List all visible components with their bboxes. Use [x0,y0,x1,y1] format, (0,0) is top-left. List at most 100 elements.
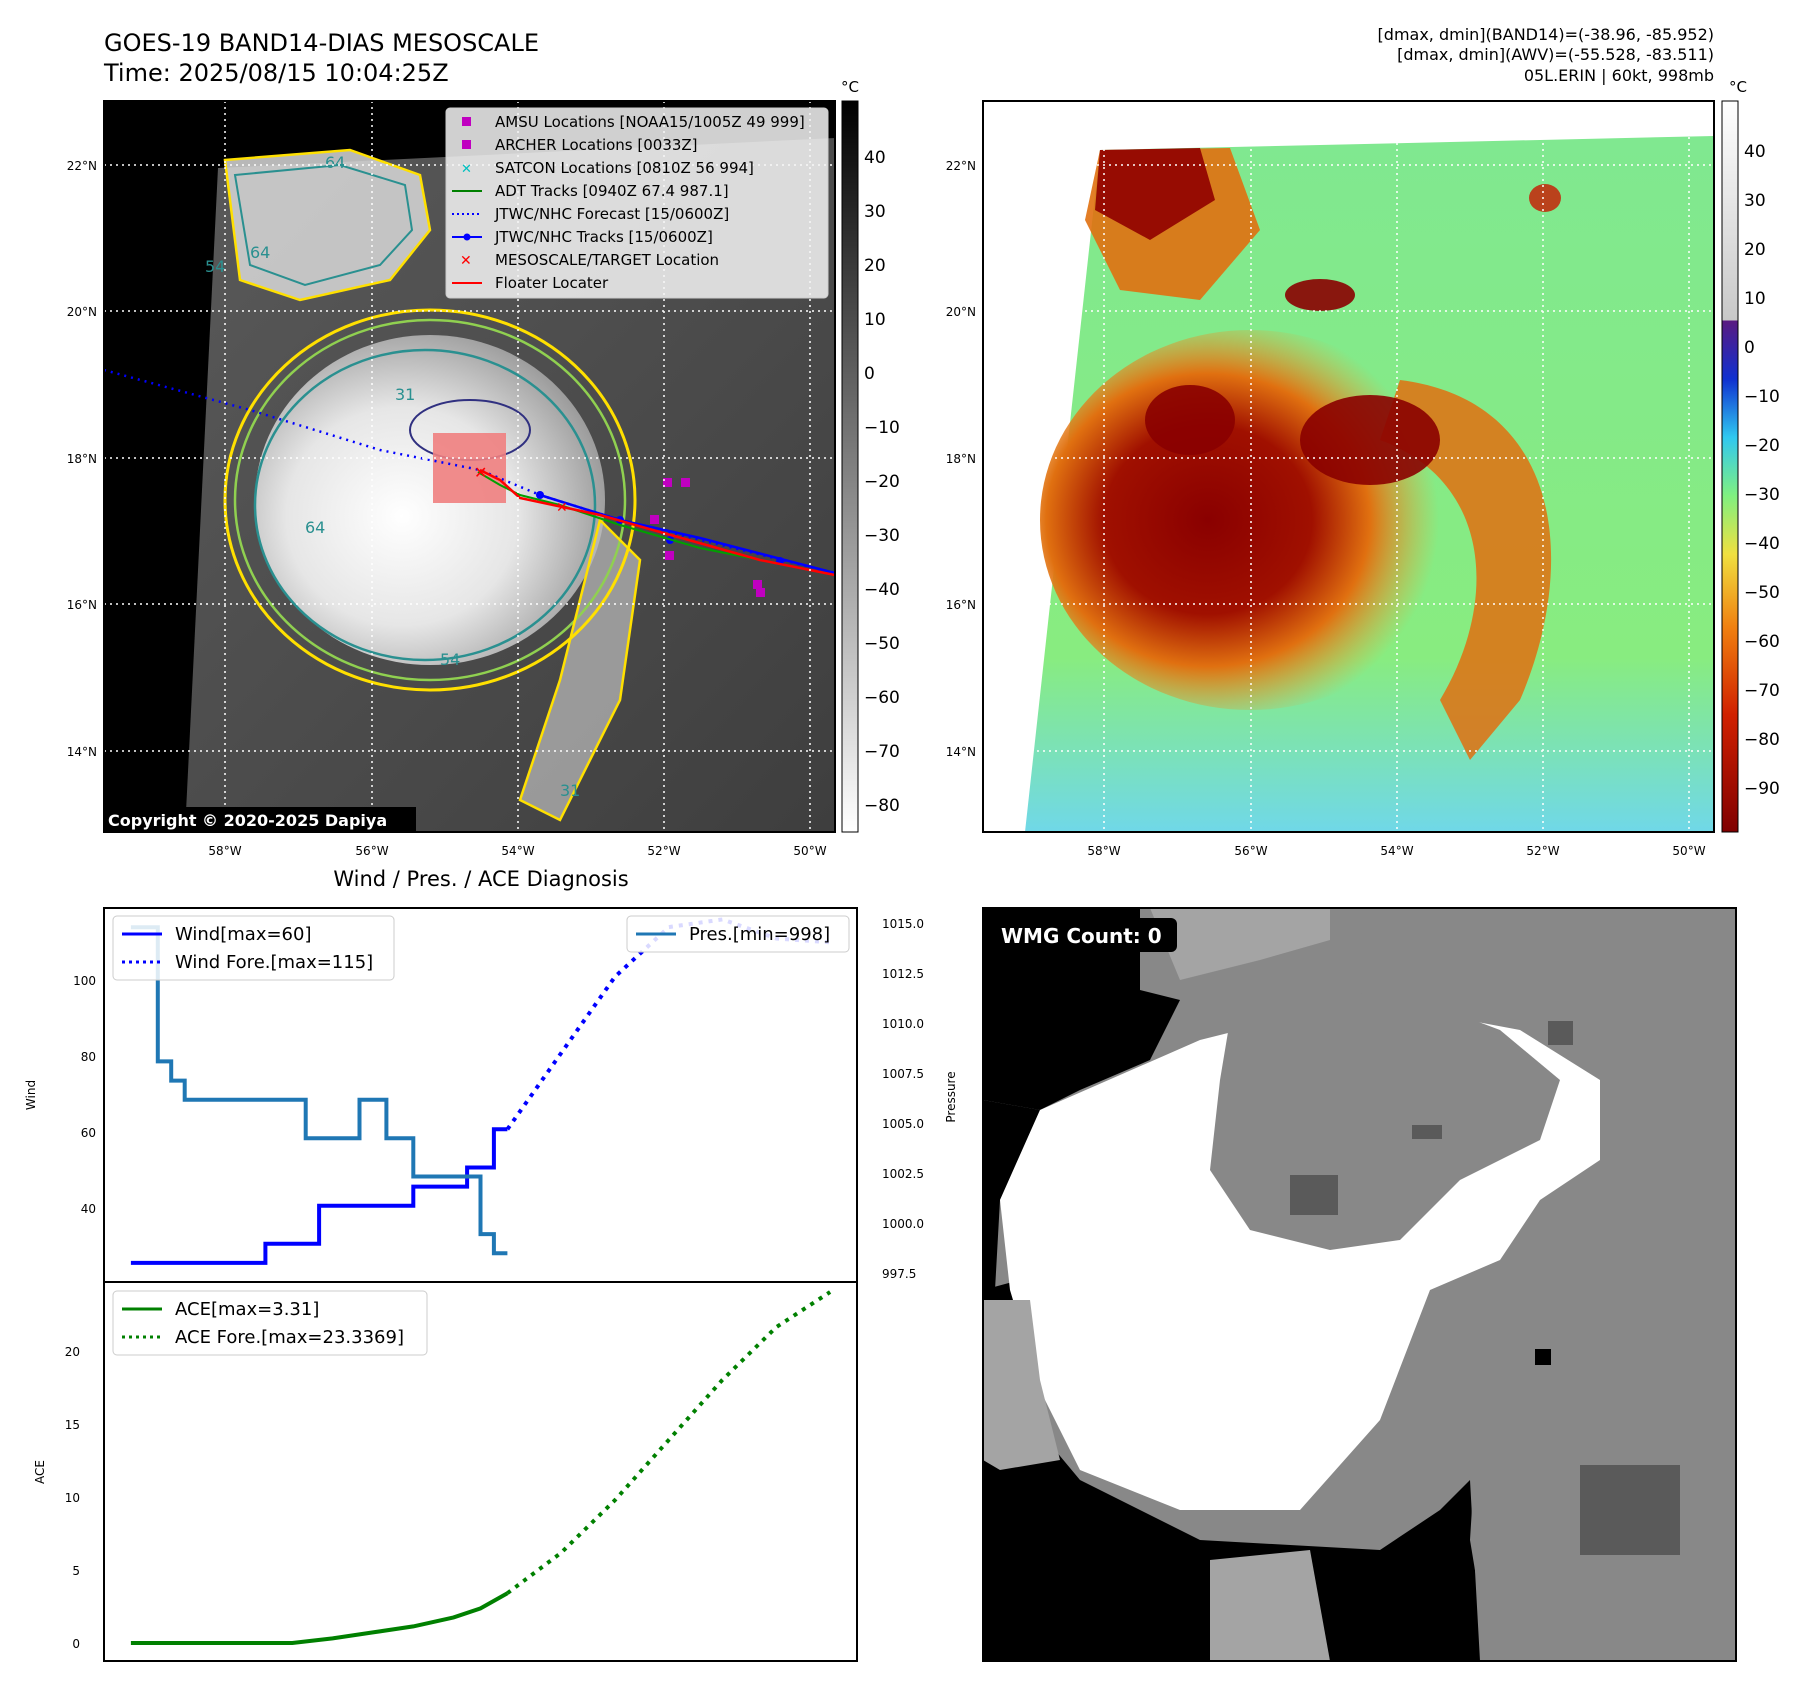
colorbar-tick: −70 [864,742,900,762]
wmg-panel: WMG Count: 0 [982,907,1737,1662]
colorbar-tick: 0 [864,364,875,384]
legend-marker-archer [462,140,471,149]
colorbar-tick: −70 [1744,681,1780,701]
copyright-box [104,807,416,832]
awv-map-frame [982,100,1715,833]
wind-pressure-plot: 100 80 60 40 Wind 1015.0 1012.5 1010.0 1… [24,907,958,1283]
wind-tick: 100 [73,974,96,988]
wind-tick: 40 [81,1202,96,1216]
lat-label: 22°N [67,159,97,173]
ir-contour-south-yellow [518,517,642,822]
wind-axis-ticks: 100 80 60 40 [73,974,96,1216]
colorbar-tick: 10 [864,310,886,330]
ace-legend-box [112,1290,428,1356]
wmg-lightgray-region [983,1300,1060,1470]
series-line-ace [130,1591,509,1645]
legend-marker-amsu [462,117,471,126]
jtwc-track [539,493,835,575]
wmg-darkgray-cell [1290,1175,1338,1215]
awv-convective-burst [1285,279,1355,311]
wmg-lightgray-region [1210,1550,1330,1661]
legend-jtwc-forecast: JTWC/NHC Forecast [15/0600Z] [494,205,729,223]
contour-label: 54 [205,257,225,276]
ir-legend-box [445,107,829,299]
colorbar-tick: −20 [864,472,900,492]
ir-lon-labels: 58°W 56°W 54°W 52°W 50°W [208,844,826,858]
legend-marker-jtwc-dot [463,233,471,241]
ace-tick: 5 [72,1564,80,1578]
wmg-darkgray-cell [1412,1125,1442,1139]
ir-colorbar [841,100,859,833]
awv-lon-labels: 58°W 56°W 54°W 52°W 50°W [1087,844,1705,858]
awv-lat-labels: 22°N 20°N 18°N 16°N 14°N [946,159,976,759]
colorbar-tick: −80 [864,796,900,816]
ace-axis-ticks: 20 15 10 5 0 [65,1345,80,1651]
lat-label: 18°N [67,452,97,466]
ir-contour-north-teal [233,163,414,287]
colorbar-tick: −10 [1744,387,1780,407]
ir-imagery: 64 64 54 31 64 54 31 ✕ ✕ [104,101,835,832]
lon-label: 50°W [793,844,826,858]
colorbar-tick: −60 [864,688,900,708]
lat-label: 16°N [67,598,97,612]
awv-north-cold-top [1095,148,1215,240]
wind-tick: 80 [81,1050,96,1064]
legend-floater: Floater Locater [495,274,609,292]
legend-amsu: AMSU Locations [NOAA15/1005Z 49 999] [495,113,805,131]
awv-colorbar-unit: °C [1729,78,1747,96]
legend-marker-satcon: ✕ [461,162,472,177]
legend-satcon: SATCON Locations [0810Z 56 994] [495,159,754,177]
ace-tick: 15 [65,1418,80,1432]
ir-contour-green [233,318,627,682]
wind-tick: 60 [81,1126,96,1140]
colorbar-tick: −40 [864,580,900,600]
awv-colorbar [1721,100,1739,833]
jtwc-track-point [536,491,544,499]
contour-label: 31 [395,385,415,404]
colorbar-tick: −20 [1744,436,1780,456]
ir-cloud-band-north [225,150,430,300]
wmg-black-cell [1535,1349,1551,1365]
ir-contour-north-yellow [223,148,432,302]
contour-label: 64 [325,153,345,172]
amsu-marker [681,478,690,487]
ir-lat-labels: 22°N 20°N 18°N 16°N 14°N [67,159,97,759]
wmg-black-region [983,1280,1480,1661]
colorbar-tick: −30 [1744,485,1780,505]
awv-convective-burst [1145,385,1235,455]
ace-tick: 10 [65,1491,80,1505]
amsu-marker [663,478,672,487]
awv-rainband [1380,380,1552,760]
ir-map-frame [103,100,836,833]
lon-label: 58°W [208,844,241,858]
archer-marker [665,551,674,560]
wmg-lightgray-region [1150,908,1330,980]
lat-label: 14°N [946,745,976,759]
awv-map-panel: 22°N 20°N 18°N 16°N 14°N 58°W 56°W 54°W … [946,78,1780,858]
ace-series-layer [130,1290,832,1645]
pressure-tick: 1005.0 [882,1117,924,1131]
legend-ace-fore: ACE Fore.[max=23.3369] [175,1327,404,1348]
series-line-pres [130,925,508,1256]
archer-marker [753,580,762,589]
lon-label: 58°W [1087,844,1120,858]
ir-rainband-south [520,520,640,820]
lat-label: 22°N [946,159,976,173]
ir-colorbar-unit: °C [841,78,859,96]
colorbar-tick: −80 [1744,730,1780,750]
pressure-tick: 1010.0 [882,1017,924,1031]
ir-contour-teal [253,348,597,662]
wmg-count-box [993,918,1177,952]
wind-axis-label: Wind [24,1080,38,1110]
lon-label: 52°W [1526,844,1559,858]
pressure-tick: 1002.5 [882,1167,924,1181]
awv-imagery [983,101,1714,832]
awv-colorbar-ticks: 40 30 20 10 0 −10 −20 −30 −40 −50 −60 −7… [1744,142,1780,799]
archer-marker [650,515,659,524]
colorbar-tick: 30 [864,202,886,222]
lon-label: 56°W [355,844,388,858]
wmg-count-label: WMG Count: 0 [1001,924,1162,948]
pressure-axis-ticks: 1015.0 1012.5 1010.0 1007.5 1005.0 1002.… [882,917,924,1281]
ace-tick: 0 [72,1637,80,1651]
